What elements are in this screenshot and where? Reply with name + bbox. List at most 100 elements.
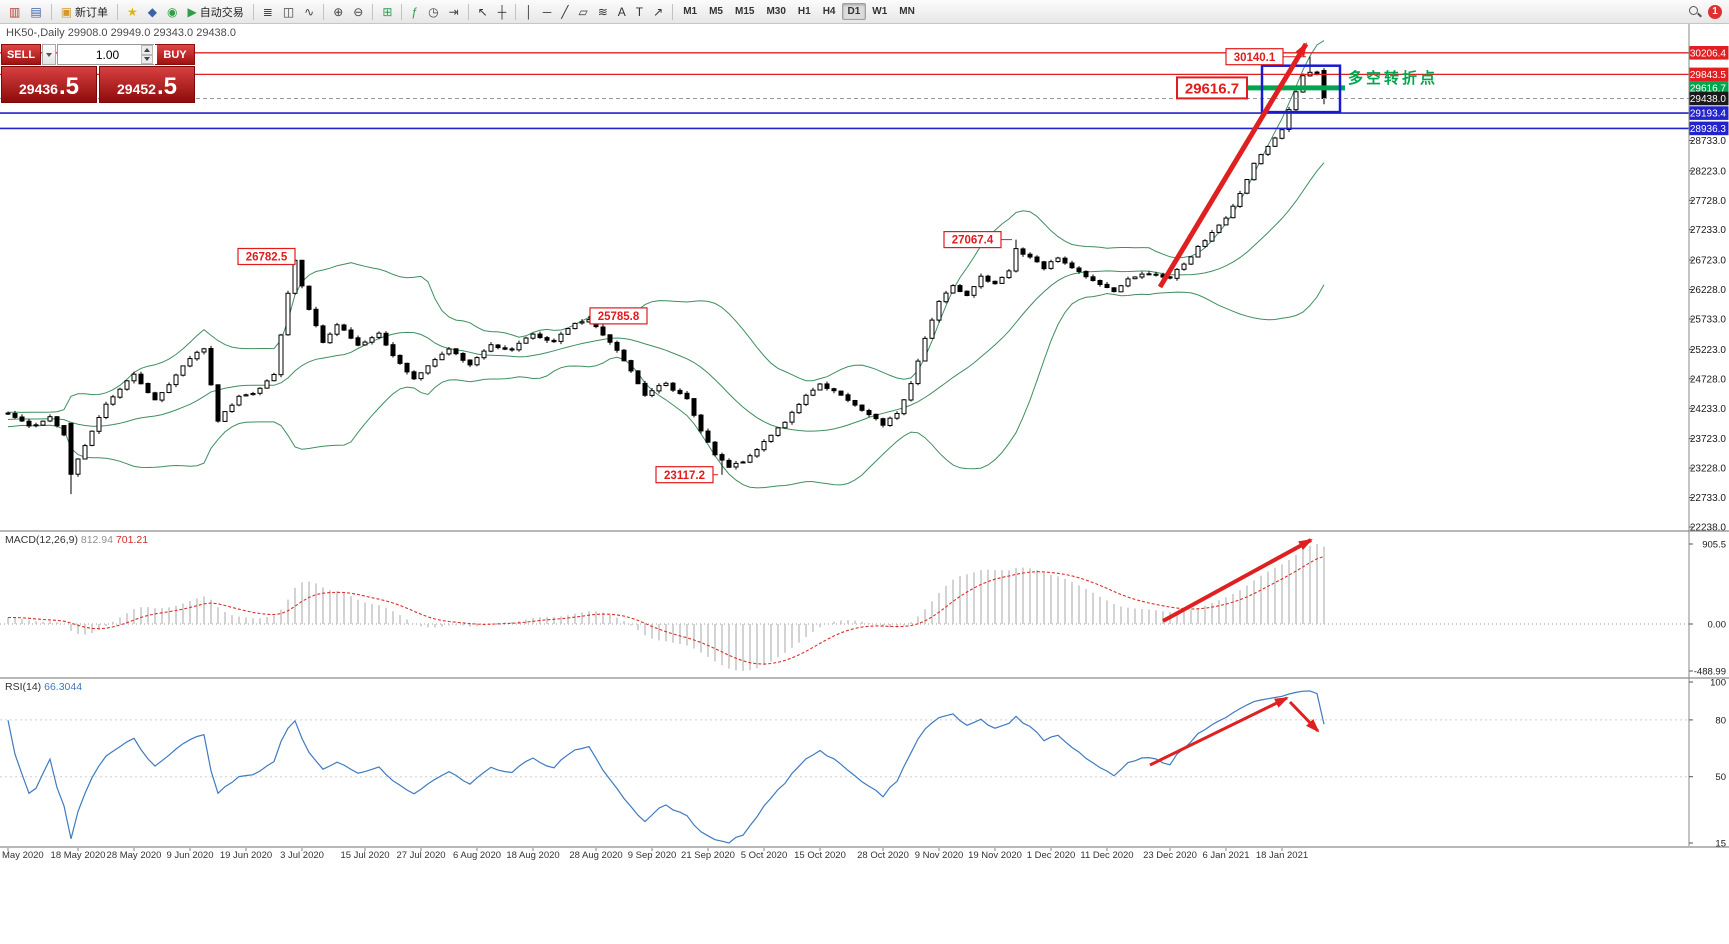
horizontal-line-button[interactable]: ─ <box>538 1 557 23</box>
macd-signal-value: 701.21 <box>115 534 149 546</box>
price-axis[interactable]: 28733.0 28223.0 27728.0 27233.0 26723.0 26228… <box>1689 46 1729 850</box>
date-label: 6 Jan 2021 <box>1202 850 1249 861</box>
sell-price-display[interactable]: 29436 .5 <box>1 66 97 103</box>
zoom-out-button[interactable]: ⊖ <box>348 1 368 23</box>
volume-up-button[interactable] <box>141 45 153 55</box>
chart-note-text[interactable]: 多空转折点 <box>1348 69 1438 87</box>
toolbar: ▥ ▤ ▣ 新订单 ★ ◆ ◉ ▶ 自动交易 ≣ ◫ ∿ ⊕ ⊖ ⊞ ƒ ◷ ⇥ ↖ ┼ │ ─ ╱ ▱ ≋ A T ↗ M1 M5 M15… <box>0 0 1729 24</box>
buy-button[interactable]: BUY <box>155 44 195 65</box>
trend-arrow-macd[interactable] <box>1162 538 1313 623</box>
new-order-button[interactable]: ▣ 新订单 <box>56 1 113 23</box>
rsi-name: RSI(14) <box>5 681 42 693</box>
arrows-button[interactable]: ↗ <box>648 1 668 23</box>
date-label: 23 Dec 2020 <box>1143 850 1197 861</box>
trendline-button[interactable]: ╱ <box>556 1 573 23</box>
sell-button[interactable]: SELL <box>1 44 41 65</box>
price-callout-box[interactable] <box>237 247 296 266</box>
text-button[interactable]: A <box>613 1 631 23</box>
price-callout-box[interactable] <box>1176 76 1248 100</box>
price-marker-box <box>1689 106 1729 120</box>
history-center-button[interactable]: ◆ <box>143 1 162 23</box>
volume-down-button[interactable] <box>141 54 153 64</box>
timeframe-button-mn[interactable]: MN <box>899 6 915 17</box>
channel-button[interactable]: ▱ <box>573 1 592 23</box>
periods-icon: ◷ <box>428 4 439 19</box>
toolbar-right: 1 <box>1688 4 1725 19</box>
timeframe-button-m1[interactable]: M1 <box>683 6 698 17</box>
order-type-dropdown[interactable] <box>42 44 56 65</box>
periods-button[interactable]: ◷ <box>423 1 443 23</box>
toolbar-separator <box>117 3 119 20</box>
line-chart-icon: ∿ <box>304 4 315 19</box>
rsi-indicator-label: RSI(14) 66.3044 <box>5 681 82 693</box>
panel-separator[interactable] <box>0 846 1729 848</box>
chart-ohlc: 29908.0 29949.0 29343.0 29438.0 <box>67 27 236 39</box>
date-label: 9 Sep 2020 <box>628 850 677 861</box>
bar-chart-button[interactable]: ≣ <box>258 1 278 23</box>
chevron-down-icon <box>46 52 52 57</box>
trend-arrow-rsi[interactable] <box>1149 696 1289 767</box>
candlestick-button[interactable]: ◫ <box>278 1 299 23</box>
profiles-icon: ▤ <box>30 4 42 19</box>
price-tick-label: 26228.0 <box>1690 285 1727 296</box>
zoom-in-button[interactable]: ⊕ <box>328 1 348 23</box>
buy-price-display[interactable]: 29452 .5 <box>99 66 195 103</box>
timeframe-button-w1[interactable]: W1 <box>872 6 888 17</box>
notification-badge[interactable]: 1 <box>1708 4 1722 19</box>
new-chart-button[interactable]: ▥ <box>4 1 25 23</box>
line-chart-button[interactable]: ∿ <box>299 1 319 23</box>
cursor-button[interactable]: ↖ <box>473 1 493 23</box>
consolidation-rectangle[interactable] <box>1260 64 1342 114</box>
candlestick-series[interactable] <box>5 56 1327 495</box>
trend-arrow-main[interactable] <box>1157 42 1309 289</box>
volume-input[interactable] <box>58 45 157 64</box>
date-label: 15 Oct 2020 <box>794 850 846 861</box>
macd-histogram <box>7 544 1325 671</box>
crosshair-button[interactable]: ┼ <box>493 1 512 23</box>
price-callout-box[interactable] <box>943 231 1002 249</box>
price-tick-label: 26723.0 <box>1690 256 1727 267</box>
fibonacci-button[interactable]: ≋ <box>593 1 613 23</box>
price-callout-box[interactable] <box>655 466 714 484</box>
options-button[interactable]: ◉ <box>162 1 182 23</box>
tile-windows-button[interactable]: ⊞ <box>377 1 397 23</box>
timeframe-button-m30[interactable]: M30 <box>766 6 786 17</box>
profiles-button[interactable]: ▤ <box>25 1 46 23</box>
date-label: 27 Jul 2020 <box>396 850 445 861</box>
timeframe-button-m5[interactable]: M5 <box>709 6 723 17</box>
price-tick-label: 23228.0 <box>1690 464 1727 475</box>
autotrade-button[interactable]: ▶ 自动交易 <box>183 1 249 23</box>
timeframe-button-d1[interactable]: D1 <box>841 3 867 20</box>
price-callout-box[interactable] <box>1225 48 1284 66</box>
price-tick-label: 28733.0 <box>1690 136 1727 147</box>
trend-arrow-rsi[interactable] <box>1288 700 1320 733</box>
timeframe-button-m15[interactable]: M15 <box>735 6 755 17</box>
price-callout-box[interactable] <box>589 307 648 325</box>
price-tick-label: 25223.0 <box>1690 345 1727 356</box>
toolbar-separator <box>467 3 469 20</box>
templates-button[interactable]: ⇥ <box>444 1 464 23</box>
indicators-button[interactable]: ƒ <box>406 1 423 23</box>
vertical-line-button[interactable]: │ <box>520 1 538 23</box>
date-label: 28 Aug 2020 <box>569 850 622 861</box>
cursor-icon: ↖ <box>477 4 488 19</box>
panel-separator[interactable] <box>0 530 1729 532</box>
label-button[interactable]: T <box>631 1 648 23</box>
timeframe-button-h4[interactable]: H4 <box>822 6 836 17</box>
metaeditor-button[interactable]: ★ <box>122 1 143 23</box>
search-icon[interactable] <box>1688 5 1701 18</box>
price-marker-label: 29438.0 <box>1690 94 1727 105</box>
date-label: 1 Dec 2020 <box>1027 850 1076 861</box>
date-label: 28 May 2020 <box>107 850 162 861</box>
panel-separator[interactable] <box>0 677 1729 679</box>
buy-price-frac: .5 <box>156 73 177 100</box>
time-axis[interactable]: May 2020 18 May 2020 28 May 2020 9 Jun 2020… <box>2 848 1308 861</box>
sell-price: 29436 <box>19 81 58 98</box>
timeframe-button-h1[interactable]: H1 <box>797 6 811 17</box>
price-callout-text: 27067.4 <box>952 235 994 247</box>
date-label: 18 Jan 2021 <box>1256 850 1308 861</box>
date-label: 18 May 2020 <box>51 850 106 861</box>
price-marker-label: 29193.4 <box>1690 109 1727 120</box>
